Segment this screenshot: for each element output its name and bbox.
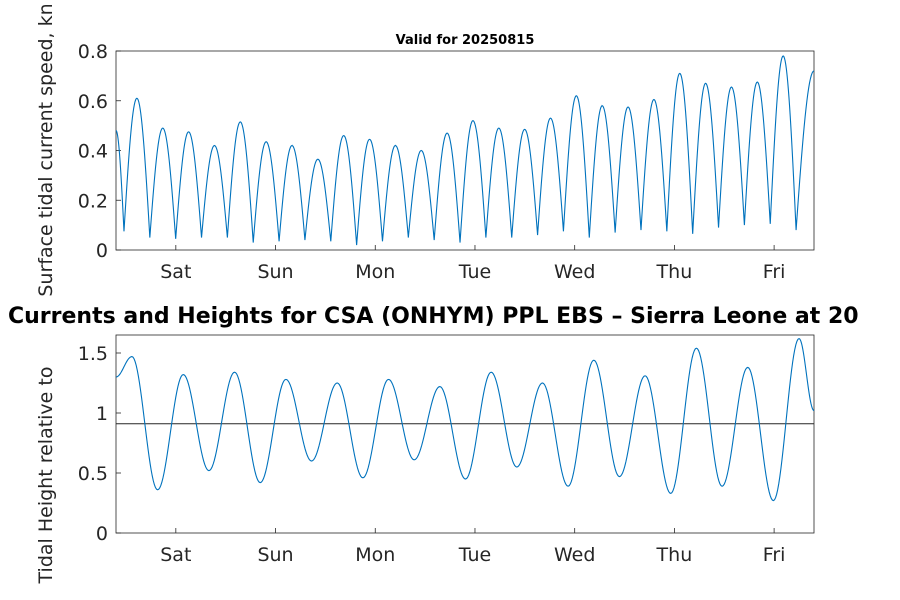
current-speed-chart: Valid for 20250815 Surface tidal current…: [35, 3, 815, 297]
current-x-tick-label: Sat: [160, 261, 191, 283]
main-figure-title: Currents and Heights for CSA (ONHYM) PPL…: [8, 304, 859, 329]
current-y-tick-label: 0.4: [78, 141, 108, 163]
current-y-tick-label: 0.6: [78, 91, 108, 113]
current-y-tick-label: 0.2: [78, 190, 108, 212]
height-x-ticks: Sat Sun Mon Tue Wed Thu Fri: [160, 528, 785, 566]
current-y-tick-label: 0.8: [78, 41, 108, 63]
height-x-tick-label: Sun: [257, 544, 293, 566]
current-x-tick-label: Fri: [763, 261, 786, 283]
height-x-tick-label: Tue: [458, 544, 491, 566]
current-x-ticks: Sat Sun Mon Tue Wed Thu Fri: [160, 245, 785, 283]
height-x-tick-label: Thu: [656, 544, 693, 566]
height-x-tick-label: Wed: [554, 544, 595, 566]
current-x-tick-label: Wed: [554, 261, 595, 283]
current-plot-area: [115, 50, 815, 251]
tidal-height-chart: 0 0.5 1 1.5 Sat Sun Mon Tue Wed Thu Fri Tidal Hei…: [8, 304, 859, 584]
height-y-tick-label: 1: [96, 403, 108, 425]
current-x-tick-label: Sun: [257, 261, 293, 283]
height-y-ticks: 0 0.5 1 1.5: [78, 343, 121, 545]
tidal-height-line: [115, 337, 815, 502]
current-x-tick-label: Thu: [656, 261, 693, 283]
current-y-axis-label: Surface tidal current speed, kn: [35, 3, 57, 296]
current-y-ticks: 0 0.2 0.4 0.6 0.8: [78, 41, 121, 262]
current-y-tick-label: 0: [96, 240, 108, 262]
height-y-tick-label: 0: [96, 523, 108, 545]
current-speed-line: [115, 55, 815, 246]
height-x-tick-label: Mon: [355, 544, 395, 566]
current-x-tick-label: Mon: [355, 261, 395, 283]
height-x-tick-label: Fri: [763, 544, 786, 566]
current-x-tick-label: Tue: [458, 261, 491, 283]
height-x-tick-label: Sat: [160, 544, 191, 566]
height-plot-area: [115, 334, 815, 534]
height-y-axis-label: Tidal Height relative to: [35, 367, 57, 585]
height-y-tick-label: 1.5: [78, 343, 108, 365]
current-chart-title: Valid for 20250815: [396, 33, 535, 48]
height-y-tick-label: 0.5: [78, 463, 108, 485]
